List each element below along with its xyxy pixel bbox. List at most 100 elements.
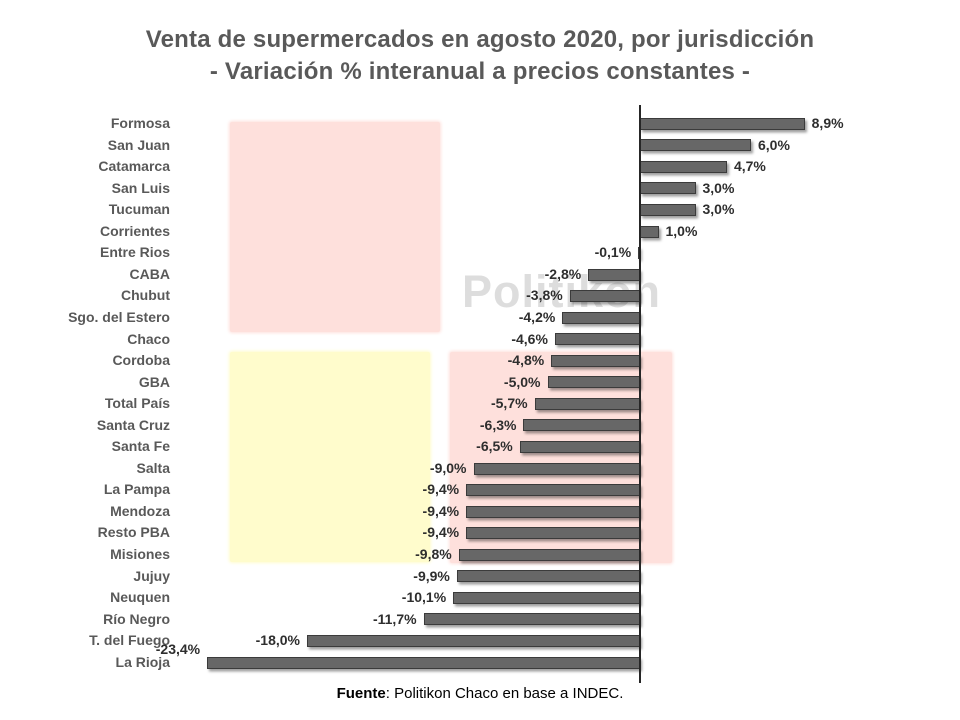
- category-label: T. del Fuego: [89, 632, 170, 649]
- category-label: San Luis: [111, 179, 170, 196]
- category-label: Total País: [104, 395, 170, 412]
- category-label: Santa Fe: [111, 438, 170, 455]
- category-label: Chubut: [121, 287, 170, 304]
- category-label: Corrientes: [99, 222, 170, 239]
- highlight-zone-yellow-mid-left: [230, 352, 430, 562]
- bar-r-o-negro: [423, 613, 640, 626]
- category-label: Río Negro: [103, 610, 170, 627]
- bar-mendoza: [466, 505, 640, 518]
- chart-row: Resto PBA -9,4%: [0, 522, 960, 544]
- bar-cordoba: [551, 354, 640, 367]
- value-label: -11,7%: [372, 610, 417, 627]
- value-label: -18,0%: [255, 632, 300, 649]
- bar-san-juan: [640, 139, 751, 152]
- category-label: GBA: [138, 373, 170, 390]
- value-label: -9,9%: [413, 567, 450, 584]
- source-note-text: : Politikon Chaco en base a INDEC.: [385, 685, 624, 702]
- category-label: Mendoza: [110, 502, 170, 519]
- bar-corrientes: [640, 225, 659, 238]
- category-label: Entre Rios: [99, 244, 170, 261]
- category-label: Resto PBA: [97, 524, 170, 541]
- bar-misiones: [458, 548, 640, 561]
- chart-row: Neuquen -10,1%: [0, 587, 960, 609]
- bar-san-luis: [640, 182, 696, 195]
- bar-chubut: [569, 290, 640, 303]
- bar-gba: [547, 376, 640, 389]
- value-label: 8,9%: [811, 115, 844, 131]
- chart-row: Santa Fe -6,5%: [0, 436, 960, 458]
- bar-tucuman: [640, 203, 696, 216]
- bar-salta: [473, 462, 640, 475]
- bar-resto-pba: [466, 527, 640, 540]
- chart-row: Cordoba -4,8%: [0, 350, 960, 372]
- category-label: La Pampa: [103, 481, 170, 498]
- chart-row: CABA -2,8%: [0, 264, 960, 286]
- bar-t-del-fuego: [307, 634, 640, 647]
- value-label: -4,2%: [518, 308, 556, 325]
- category-label: Catamarca: [98, 158, 170, 175]
- chart-title-line2: - Variación % interanual a precios const…: [209, 58, 751, 85]
- category-label: Sgo. del Estero: [68, 308, 170, 325]
- bar-catamarca: [640, 160, 727, 173]
- chart-row: Formosa 8,9%: [0, 113, 960, 135]
- bar-la-pampa: [466, 484, 640, 497]
- chart-row: Entre Rios -0,1%: [0, 242, 960, 264]
- category-label: Jujuy: [133, 567, 170, 584]
- bar-jujuy: [456, 570, 640, 583]
- value-label: -9,4%: [422, 481, 460, 498]
- value-label: 3,0%: [702, 201, 735, 218]
- chart-row: La Pampa -9,4%: [0, 479, 960, 501]
- value-label: -6,5%: [476, 438, 513, 455]
- chart-row: Jujuy -9,9%: [0, 566, 960, 588]
- category-label: CABA: [129, 265, 170, 282]
- value-label: -4,8%: [507, 352, 545, 369]
- chart-row: Chaco -4,6%: [0, 329, 960, 351]
- bar-santa-cruz: [523, 419, 640, 432]
- value-label: -6,3%: [479, 416, 517, 433]
- value-label: -4,6%: [511, 330, 548, 347]
- bar-la-rioja: [207, 656, 640, 669]
- chart-row: Catamarca 4,7%: [0, 156, 960, 178]
- value-label: 4,7%: [733, 158, 766, 175]
- value-label: -10,1%: [401, 589, 447, 606]
- chart-row: Tucuman 3,0%: [0, 199, 960, 221]
- category-label: La Rioja: [115, 653, 170, 670]
- value-label: -9,8%: [415, 546, 452, 562]
- chart-row: T. del Fuego -18,0%: [0, 630, 960, 652]
- category-label: Misiones: [110, 546, 170, 562]
- chart-row: Corrientes 1,0%: [0, 221, 960, 243]
- value-label: -2,8%: [544, 265, 582, 282]
- source-note: Fuente: Politikon Chaco en base a INDEC.: [0, 685, 960, 702]
- bar-caba: [588, 268, 640, 281]
- category-label: Tucuman: [108, 201, 170, 218]
- chart-title: Venta de supermercados en agosto 2020, p…: [0, 24, 960, 88]
- bar-neuquen: [453, 591, 640, 604]
- category-label: Salta: [136, 459, 170, 476]
- chart-row: GBA -5,0%: [0, 372, 960, 394]
- value-label: -23,4%: [155, 640, 201, 657]
- value-label: -9,4%: [422, 502, 460, 519]
- chart-row: Sgo. del Estero -4,2%: [0, 307, 960, 329]
- chart-row: La Rioja -23,4%: [0, 641, 960, 674]
- value-label: -3,8%: [526, 287, 563, 304]
- chart-title-line1: Venta de supermercados en agosto 2020, p…: [145, 26, 815, 53]
- category-label: San Juan: [107, 136, 170, 153]
- value-label: 1,0%: [665, 222, 698, 239]
- bar-santa-fe: [519, 441, 640, 454]
- zero-axis-line: [639, 105, 641, 683]
- category-label: Chaco: [127, 330, 170, 347]
- chart-row: Salta -9,0%: [0, 458, 960, 480]
- value-label: -9,4%: [422, 524, 460, 541]
- bar-sgo-del-estero: [562, 311, 640, 324]
- chart-row: Mendoza -9,4%: [0, 501, 960, 523]
- chart-row: Río Negro -11,7%: [0, 609, 960, 631]
- value-label: 3,0%: [702, 179, 735, 196]
- value-label: 6,0%: [758, 136, 790, 153]
- value-label: -9,0%: [429, 459, 467, 476]
- bar-chaco: [554, 333, 640, 346]
- category-label: Cordoba: [112, 352, 170, 369]
- category-label: Santa Cruz: [96, 416, 170, 433]
- value-label: -5,0%: [503, 373, 541, 390]
- value-label: -0,1%: [594, 244, 632, 261]
